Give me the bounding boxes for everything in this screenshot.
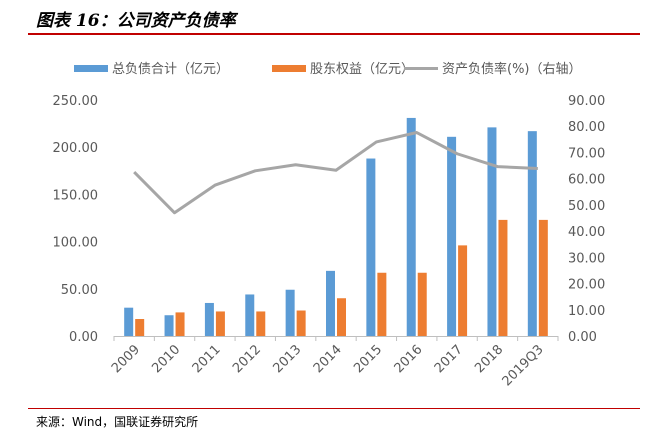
equity-bar bbox=[296, 310, 306, 336]
y-left-tick-label: 150.00 bbox=[53, 188, 99, 203]
legend-equity: 股东权益（亿元） bbox=[272, 61, 414, 77]
equity-bar bbox=[215, 311, 225, 336]
x-tick-label: 2009 bbox=[109, 342, 143, 376]
total-debt-bar bbox=[487, 127, 497, 336]
x-tick-label: 2019Q3 bbox=[500, 342, 547, 389]
y-right-tick-label: 20.00 bbox=[568, 278, 605, 293]
x-tick-label: 2012 bbox=[230, 342, 264, 376]
legend-total-debt-label: 总负债合计（亿元） bbox=[112, 62, 229, 77]
x-tick-label: 2011 bbox=[190, 342, 224, 376]
equity-bar bbox=[538, 219, 548, 336]
legend-ratio-label: 资产负债率(%)（右轴） bbox=[442, 61, 582, 77]
y-right-tick-label: 0.00 bbox=[568, 330, 597, 345]
equity-bar bbox=[498, 219, 508, 336]
legend-total-debt-swatch bbox=[74, 65, 108, 72]
y-left-tick-label: 250.00 bbox=[53, 94, 99, 109]
equity-bar bbox=[377, 272, 387, 336]
total-debt-bar bbox=[285, 289, 295, 336]
equity-bar bbox=[175, 312, 185, 336]
legend-equity-swatch bbox=[272, 65, 306, 72]
x-tick-label: 2018 bbox=[472, 342, 506, 376]
y-right-tick-label: 10.00 bbox=[568, 304, 605, 319]
legend-equity-label: 股东权益（亿元） bbox=[310, 61, 414, 77]
total-debt-bar bbox=[204, 302, 214, 336]
legend-ratio: 资产负债率(%)（右轴） bbox=[404, 61, 582, 77]
title-divider bbox=[28, 33, 640, 35]
y-left-tick-label: 0.00 bbox=[69, 330, 98, 345]
axes: 0.00 50.00 100.00 150.00 200.00 250.00 0.00 10.… bbox=[53, 94, 606, 389]
equity-bar bbox=[417, 272, 427, 336]
y-left-tick-label: 200.00 bbox=[53, 141, 99, 156]
x-tick-label: 2015 bbox=[351, 342, 385, 376]
bars bbox=[124, 117, 548, 336]
total-debt-bar bbox=[164, 315, 174, 336]
x-tick-label: 2016 bbox=[392, 342, 426, 376]
total-debt-bar bbox=[527, 131, 537, 336]
ratio-line-group bbox=[133, 131, 538, 215]
x-tick-label: 2014 bbox=[311, 342, 345, 376]
page-title: 图表 16：公司资产负债率 bbox=[36, 11, 236, 31]
x-tick-label: 2017 bbox=[432, 342, 466, 376]
y-left-tick-label: 50.00 bbox=[61, 283, 98, 298]
equity-bar bbox=[135, 319, 145, 336]
equity-bar bbox=[458, 245, 468, 336]
source-note: 来源：Wind，国联证券研究所 bbox=[36, 415, 199, 429]
x-tick-label: 2010 bbox=[149, 342, 183, 376]
y-right-tick-label: 90.00 bbox=[568, 94, 605, 109]
y-right-tick-label: 80.00 bbox=[568, 120, 605, 135]
y-right-tick-label: 70.00 bbox=[568, 146, 605, 161]
equity-bar bbox=[256, 311, 266, 336]
y-right-tick-label: 30.00 bbox=[568, 251, 605, 266]
y-right-tick-label: 40.00 bbox=[568, 225, 605, 240]
legend-total-debt: 总负债合计（亿元） bbox=[74, 62, 229, 77]
total-debt-bar bbox=[124, 307, 134, 336]
total-debt-bar bbox=[245, 294, 255, 336]
total-debt-bar bbox=[447, 136, 457, 336]
total-debt-bar bbox=[326, 270, 335, 336]
total-debt-bar bbox=[366, 158, 376, 336]
legend: 总负债合计（亿元） 股东权益（亿元） 资产负债率(%)（右轴） bbox=[74, 61, 582, 77]
total-debt-bar bbox=[406, 117, 416, 336]
y-right-tick-label: 50.00 bbox=[568, 199, 605, 214]
ratio-line bbox=[133, 131, 538, 215]
equity-bar bbox=[337, 298, 346, 336]
footer-divider bbox=[28, 408, 640, 409]
y-right-tick-label: 60.00 bbox=[568, 173, 605, 188]
title-bar: 图表 16：公司资产负债率 bbox=[0, 0, 660, 35]
y-left-tick-label: 100.00 bbox=[53, 236, 99, 251]
x-tick-label: 2013 bbox=[270, 342, 304, 376]
